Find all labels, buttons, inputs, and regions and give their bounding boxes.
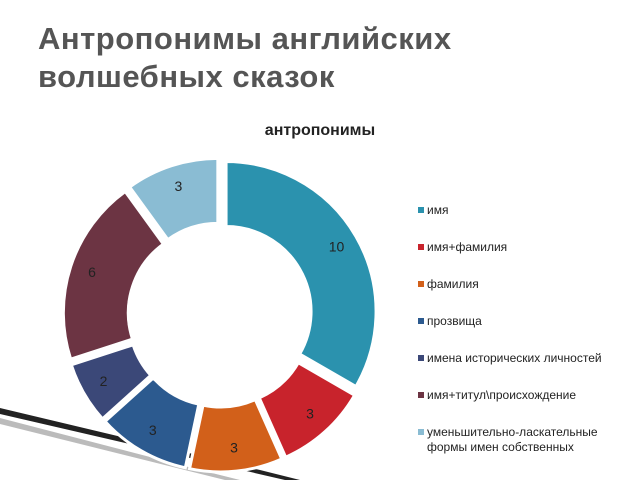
donut-segment	[257, 360, 357, 460]
legend-item: уменьшительно-ласкательные формы имен со…	[418, 425, 603, 455]
legend-label: имя+фамилия	[427, 240, 508, 254]
legend-swatch	[418, 355, 424, 361]
legend-item: имя+титул\происхождение	[418, 388, 603, 403]
legend-item: имя	[418, 203, 603, 218]
donut-segment	[224, 159, 378, 389]
legend-label: уменьшительно-ласкательные формы имен со…	[427, 425, 598, 454]
legend-swatch	[418, 318, 424, 324]
legend-swatch	[418, 429, 424, 435]
legend-label: имя	[427, 203, 449, 217]
donut-segment	[69, 342, 153, 421]
legend-label: имена исторических личностей	[427, 351, 602, 365]
data-label: 3	[306, 406, 314, 422]
legend-swatch	[418, 392, 424, 398]
chart-title: антропонимы	[264, 122, 376, 139]
legend: имя имя+фамилия фамилия прозвища имена истор…	[418, 203, 603, 455]
slide-title: Антропонимы английских волшебных сказок	[38, 21, 452, 94]
donut-segment	[187, 397, 284, 474]
data-label: 3	[149, 422, 157, 438]
donut-segment	[61, 189, 166, 362]
legend-item: фамилия	[418, 277, 603, 292]
data-label: 10	[329, 238, 345, 254]
donut-segment	[102, 375, 201, 470]
legend-label: прозвища	[427, 314, 482, 328]
legend-swatch	[418, 281, 424, 287]
data-label: 3	[175, 178, 183, 194]
legend-swatch	[418, 207, 424, 213]
data-label: 3	[230, 439, 238, 455]
legend-label: имя+титул\происхождение	[427, 388, 577, 402]
donut-segment	[127, 156, 220, 242]
legend-item: имя+фамилия	[418, 240, 603, 255]
data-label: 6	[88, 264, 96, 280]
legend-item: прозвища	[418, 314, 603, 329]
legend-item: имена исторических личностей	[418, 351, 603, 366]
legend-label: фамилия	[427, 277, 479, 291]
legend-swatch	[418, 244, 424, 250]
data-label: 2	[100, 373, 108, 389]
